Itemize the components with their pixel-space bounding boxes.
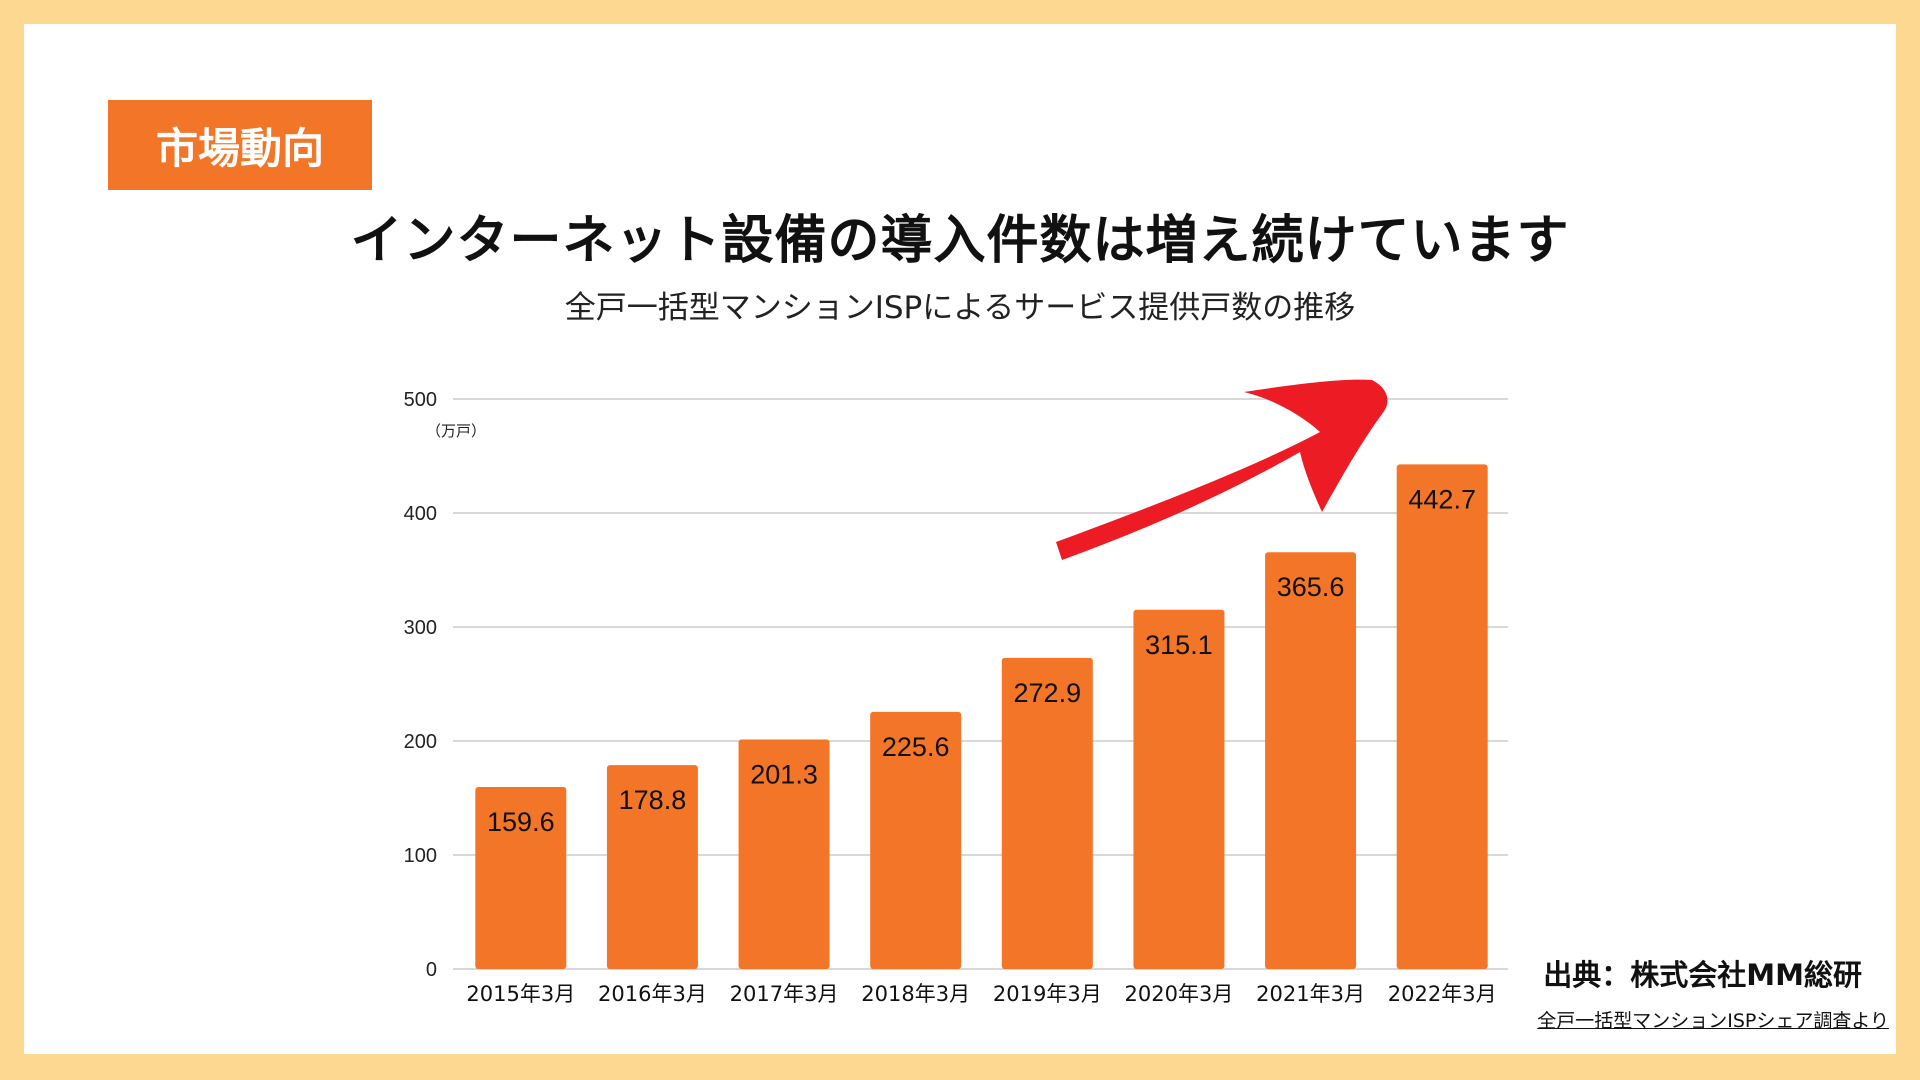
x-category-label: 2021年3月: [1256, 982, 1365, 1006]
x-category-label: 2016年3月: [598, 982, 707, 1006]
y-tick-label: 100: [404, 845, 437, 867]
source-credit: 出典：株式会社MM総研: [1543, 958, 1862, 992]
chart-subtitle: 全戸一括型マンションISPによるサービス提供戸数の推移: [564, 290, 1356, 326]
y-axis-unit: （万戸）: [426, 422, 486, 440]
y-tick-label: 0: [426, 959, 437, 981]
x-category-label: 2019年3月: [993, 982, 1102, 1006]
bar: [1396, 464, 1488, 969]
y-tick-label: 400: [404, 503, 437, 525]
bar-value-label: 178.8: [619, 785, 687, 815]
x-category-label: 2022年3月: [1388, 982, 1497, 1006]
x-category-label: 2018年3月: [861, 982, 970, 1006]
trend-arrow-layer: [1056, 379, 1388, 560]
bar: [1265, 552, 1357, 969]
page-title: インターネット設備の導入件数は増え続けています: [350, 211, 1570, 271]
x-category-label: 2015年3月: [466, 982, 575, 1006]
bar-value-label: 201.3: [750, 760, 818, 790]
label-layer: 0 100 200 300 400 500 （万戸） 159.6 2015年3月 178.8 201…: [404, 389, 1497, 1006]
bar-value-label: 225.6: [882, 732, 950, 762]
bar: [870, 711, 962, 969]
bar-layer: [475, 464, 1488, 969]
section-badge: 市場動向: [108, 100, 372, 190]
x-category-label: 2017年3月: [730, 982, 839, 1006]
bar-value-label: 159.6: [487, 807, 555, 837]
bar-value-label: 315.1: [1145, 630, 1213, 660]
y-tick-label: 300: [404, 617, 437, 639]
source-note-link[interactable]: 全戸一括型マンションISPシェア調査より: [1537, 1010, 1889, 1032]
bar: [475, 787, 567, 969]
trend-arrow: [1056, 379, 1388, 560]
bar-value-label: 442.7: [1408, 484, 1476, 514]
bar-value-label: 272.9: [1014, 678, 1082, 708]
bar: [606, 765, 698, 969]
y-tick-label: 500: [404, 389, 437, 411]
x-category-label: 2020年3月: [1125, 982, 1234, 1006]
y-tick-label: 200: [404, 731, 437, 753]
bar: [1133, 609, 1225, 969]
bar: [738, 739, 830, 969]
bar-value-label: 365.6: [1277, 572, 1345, 602]
bar: [1001, 657, 1093, 969]
